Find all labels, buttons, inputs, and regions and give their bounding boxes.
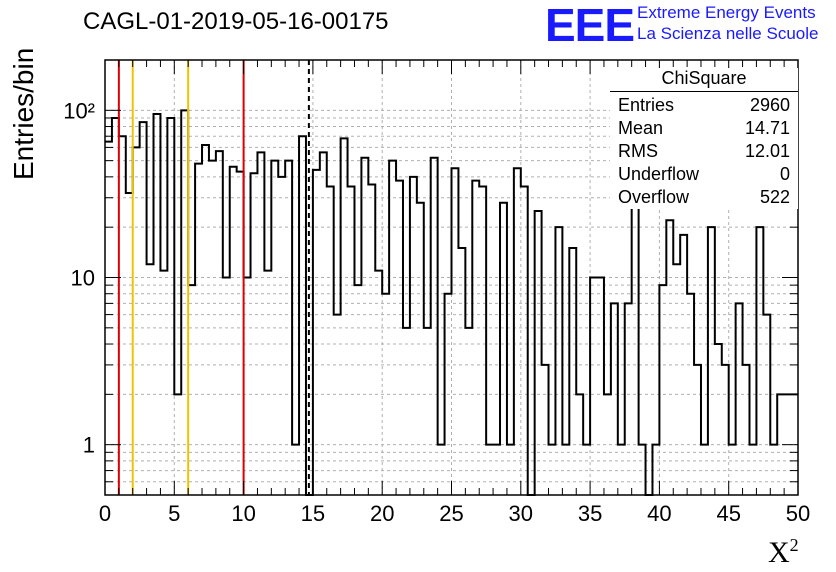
stats-label: RMS (618, 141, 658, 161)
x-axis-label: X2 (768, 535, 799, 569)
histogram-line (105, 109, 798, 496)
x-tick-label: 5 (168, 501, 180, 526)
histogram-bin (396, 181, 403, 495)
histogram-bin (334, 315, 341, 495)
histogram-bin (500, 203, 507, 495)
histogram-bin (368, 185, 375, 496)
x-tick-label: 20 (370, 501, 394, 526)
histogram-bin (424, 328, 431, 495)
stats-box: ChiSquare Entries 2960 Mean 14.71 RMS 12… (610, 68, 798, 209)
histogram-bin (244, 278, 251, 496)
histogram-bin (140, 122, 147, 495)
logo-line-2: La Scienza nelle Scuole (637, 24, 819, 43)
x-tick-label: 50 (786, 501, 810, 526)
histogram-bin (230, 167, 237, 495)
x-tick-label: 30 (509, 501, 533, 526)
histogram-bin (417, 203, 424, 495)
histogram-bin (154, 114, 161, 495)
stats-row-underflow: Underflow 0 (610, 163, 798, 186)
histogram-bin (694, 365, 701, 495)
x-tick-label: 40 (647, 501, 671, 526)
histogram-bin (756, 227, 763, 495)
histogram-bin (479, 187, 486, 495)
y-tick-label: 1 (83, 433, 95, 458)
eee-logo: EEE Extreme Energy Events La Scienza nel… (545, 0, 835, 51)
stats-label: Underflow (618, 164, 700, 184)
stats-row-mean: Mean 14.71 (610, 117, 798, 140)
stats-label: Overflow (618, 187, 690, 207)
histogram-bin (348, 187, 355, 495)
histogram-bin (237, 172, 244, 495)
stats-value: 12.01 (744, 141, 790, 161)
histogram-bin (410, 177, 417, 495)
histogram-bin (715, 344, 722, 495)
histogram-bin (722, 365, 729, 495)
histogram-bin (133, 147, 140, 495)
chart-title: CAGL-01-2019-05-16-00175 (83, 8, 389, 35)
histogram-bin (181, 110, 188, 495)
histogram-bin (299, 136, 306, 495)
x-tick-label: 45 (716, 501, 740, 526)
histogram-bin (354, 285, 361, 495)
histogram-bin (327, 187, 334, 495)
histogram-bin (216, 151, 223, 495)
histogram-bin (465, 328, 472, 495)
histogram-bin (590, 278, 597, 496)
histogram-bin (666, 220, 673, 495)
stats-label: Entries (618, 95, 675, 115)
x-tick-label: 25 (439, 501, 463, 526)
x-tick-label: 35 (578, 501, 602, 526)
histogram-bin (105, 142, 112, 495)
stats-value: 522 (759, 187, 790, 207)
histogram-bin (542, 365, 549, 495)
x-tick-label: 15 (301, 501, 325, 526)
histogram-bin (320, 152, 327, 495)
histogram-bin (708, 227, 715, 495)
histogram-bin (223, 278, 230, 496)
logo-line-1: Extreme Energy Events (637, 3, 816, 22)
histogram-bin (521, 187, 528, 495)
x-tick-label: 10 (231, 501, 255, 526)
histogram-bin (452, 168, 459, 495)
histogram-bin (251, 173, 258, 495)
stats-row-overflow: Overflow 522 (610, 186, 798, 209)
histogram-bin (341, 138, 348, 495)
histogram-bin (112, 118, 119, 495)
histogram-bin (736, 303, 743, 495)
stats-row-entries: Entries 2960 (610, 94, 798, 117)
histogram-bin (659, 285, 666, 495)
stats-value: 14.71 (744, 118, 790, 138)
x-tick-label: 0 (99, 501, 111, 526)
histogram-bin (597, 278, 604, 496)
y-tick-label: 10² (63, 98, 95, 123)
axes: 0 5 10 15 20 25 30 35 40 45 50 1 10 10² (63, 59, 810, 526)
stats-header: ChiSquare (610, 68, 798, 92)
histogram-bin (313, 170, 320, 495)
y-tick-label: 10 (71, 266, 95, 291)
histogram-bin (278, 177, 285, 495)
histogram-bin (119, 136, 126, 495)
histogram-bin (472, 181, 479, 495)
histogram-bin (514, 168, 521, 495)
histogram-bin (625, 303, 632, 495)
histogram-bin (555, 227, 562, 495)
logo-mark: EEE (545, 0, 635, 51)
histogram-bin (632, 187, 639, 495)
histogram-marks (105, 109, 798, 496)
histogram-bin (257, 152, 264, 495)
histogram-bin (188, 285, 195, 495)
histogram-bin (195, 164, 202, 495)
histogram-bin (403, 328, 410, 495)
stats-value: 0 (779, 164, 790, 184)
stats-value: 2960 (749, 95, 790, 115)
histogram-bin (743, 365, 750, 495)
histogram-bin (763, 315, 770, 495)
histogram-bin (167, 118, 174, 495)
stats-row-rms: RMS 12.01 (610, 140, 798, 163)
histogram-bin (611, 303, 618, 495)
stats-label: Mean (618, 118, 664, 138)
